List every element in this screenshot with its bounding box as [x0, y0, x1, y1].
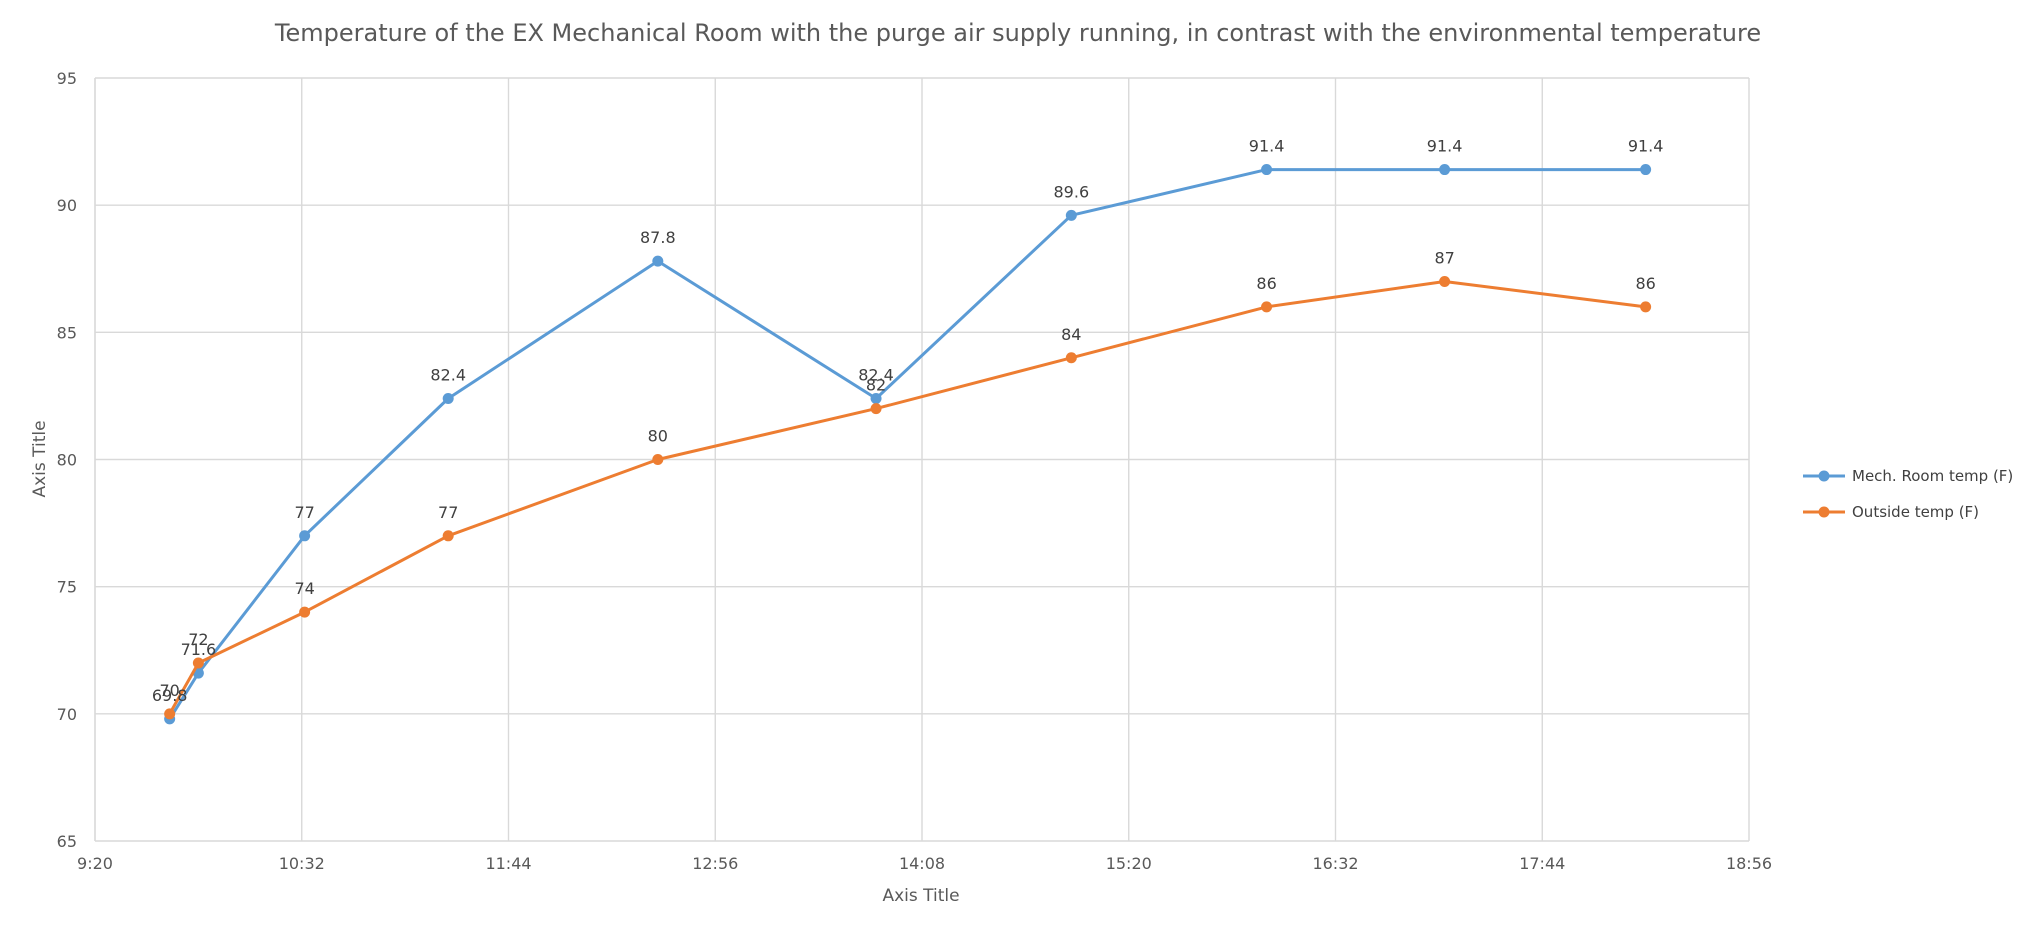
- series-line-mech-room: [168, 168, 1646, 720]
- data-point-mech-room[interactable]: [1640, 164, 1652, 176]
- data-point-outside[interactable]: [299, 606, 311, 618]
- data-point-mech-room[interactable]: [1439, 164, 1451, 176]
- x-tick-label: 15:20: [1106, 854, 1152, 873]
- legend-item-mech-room[interactable]: Mech. Room temp (F): [1803, 467, 2013, 485]
- data-point-outside[interactable]: [1261, 301, 1273, 313]
- x-tick-label: 12:56: [692, 854, 738, 873]
- plot-frame: [94, 78, 1749, 842]
- legend-swatch-marker: [1818, 470, 1830, 482]
- data-point-outside[interactable]: [1439, 275, 1451, 287]
- data-point-outside[interactable]: [192, 657, 204, 669]
- y-tick-label: 70: [57, 705, 77, 724]
- y-tick-label: 80: [57, 451, 77, 470]
- data-label-mech-room: 77: [294, 503, 314, 522]
- y-tick-label: 90: [57, 196, 77, 215]
- data-point-mech-room[interactable]: [299, 530, 311, 542]
- data-label-mech-room: 91.4: [1249, 137, 1285, 156]
- data-label-mech-room: 91.4: [1628, 137, 1664, 156]
- data-point-outside[interactable]: [870, 403, 882, 415]
- data-point-mech-room[interactable]: [652, 255, 664, 267]
- x-tick-label: 9:20: [77, 854, 113, 873]
- data-label-mech-room: 71.6: [181, 640, 217, 659]
- x-tick-label: 16:32: [1312, 854, 1358, 873]
- series-outside: [164, 275, 1652, 720]
- data-label-mech-room: 91.4: [1427, 137, 1463, 156]
- legend-item-outside[interactable]: Outside temp (F): [1803, 503, 1979, 521]
- data-label-mech-room: 82.4: [430, 365, 466, 384]
- data-label-mech-room: 87.8: [640, 228, 676, 247]
- x-tick-label: 11:44: [485, 854, 531, 873]
- data-point-mech-room[interactable]: [870, 392, 882, 404]
- x-axis-ticks: 9:20 10:32 11:44 12:56 14:08 15:20 16:32 17:44 1…: [77, 854, 1772, 873]
- data-label-outside: 87: [1434, 248, 1454, 267]
- y-axis-title: Axis Title: [30, 420, 50, 497]
- data-label-outside: 82: [866, 376, 886, 395]
- x-tick-label: 18:56: [1726, 854, 1772, 873]
- y-tick-label: 75: [57, 578, 77, 597]
- y-tick-label: 95: [57, 69, 77, 88]
- gridlines: [95, 77, 1750, 841]
- y-axis-ticks: 65 70 75 80 85 90 95: [57, 69, 77, 851]
- data-label-outside: 86: [1635, 274, 1655, 293]
- legend-label: Mech. Room temp (F): [1852, 467, 2013, 485]
- x-tick-label: 17:44: [1519, 854, 1565, 873]
- data-point-outside[interactable]: [1640, 301, 1652, 313]
- data-label-outside: 84: [1061, 325, 1081, 344]
- data-point-mech-room[interactable]: [442, 392, 454, 404]
- data-label-outside: 80: [648, 427, 668, 446]
- x-tick-label: 14:08: [899, 854, 945, 873]
- series-mech-room: [164, 164, 1652, 725]
- data-label-outside: 72: [188, 630, 208, 649]
- x-axis-title: Axis Title: [882, 886, 959, 906]
- data-labels: 69.8 71.6 77 82.4 87.8 82.4 89.6 91.4 91.4 91.4 70…: [152, 137, 1664, 705]
- x-tick-label: 10:32: [279, 854, 325, 873]
- data-point-mech-room[interactable]: [1261, 164, 1273, 176]
- data-label-outside: 74: [294, 579, 314, 598]
- y-tick-label: 85: [57, 323, 77, 342]
- legend[interactable]: Mech. Room temp (F) Outside temp (F): [1803, 467, 2013, 521]
- data-point-outside[interactable]: [164, 708, 176, 720]
- y-tick-label: 65: [57, 832, 77, 851]
- data-point-mech-room[interactable]: [1065, 209, 1077, 221]
- data-label-outside: 77: [438, 503, 458, 522]
- data-point-outside[interactable]: [442, 530, 454, 542]
- data-point-outside[interactable]: [652, 454, 664, 465]
- series-line-outside: [168, 280, 1646, 715]
- series-lines: [164, 164, 1652, 725]
- chart-title: Temperature of the EX Mechanical Room wi…: [274, 19, 1761, 47]
- legend-label: Outside temp (F): [1852, 503, 1979, 521]
- data-point-outside[interactable]: [1065, 352, 1077, 364]
- data-label-outside: 70: [159, 681, 179, 700]
- data-label-mech-room: 82.4: [858, 365, 894, 384]
- legend-swatch-marker: [1818, 506, 1830, 518]
- data-label-outside: 86: [1256, 274, 1276, 293]
- data-label-mech-room: 89.6: [1054, 182, 1090, 201]
- data-label-mech-room: 69.8: [152, 686, 188, 705]
